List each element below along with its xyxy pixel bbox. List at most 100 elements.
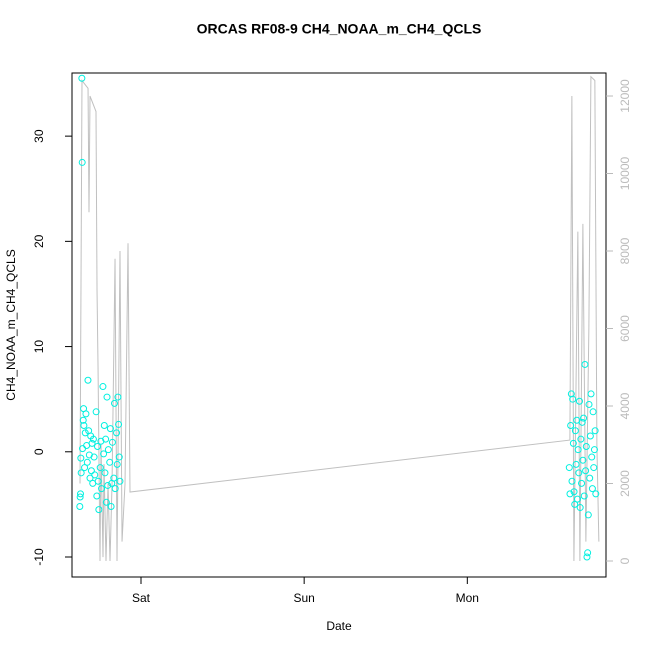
data-point: [587, 390, 595, 398]
data-point: [102, 498, 110, 506]
data-point: [565, 464, 573, 472]
data-point: [588, 453, 596, 461]
data-point: [82, 410, 90, 418]
data-point: [100, 450, 108, 458]
data-point: [578, 418, 586, 426]
data-point: [583, 553, 591, 561]
data-point: [83, 458, 91, 466]
data-point: [569, 395, 577, 403]
data-point: [591, 427, 599, 435]
data-point: [567, 421, 575, 429]
data-point: [592, 490, 600, 498]
data-point: [575, 469, 583, 477]
data-point: [86, 474, 94, 482]
data-point: [107, 503, 115, 511]
x-tick-label: Sun: [293, 591, 314, 605]
data-point: [110, 474, 118, 482]
x-tick-label: Sat: [132, 591, 151, 605]
data-point: [582, 443, 590, 451]
data-point: [76, 493, 84, 501]
data-point: [580, 492, 588, 500]
data-point: [566, 490, 574, 498]
data-point: [116, 477, 124, 485]
data-point: [108, 438, 116, 446]
data-point: [101, 469, 109, 477]
x-axis-label: Date: [326, 619, 352, 633]
data-point: [79, 416, 87, 424]
data-point: [572, 460, 580, 468]
data-point: [106, 425, 114, 433]
data-point: [578, 479, 586, 487]
data-point: [90, 453, 98, 461]
y2-tick-label: 4000: [618, 392, 632, 419]
data-point: [98, 485, 106, 493]
data-point: [78, 158, 86, 166]
plot-frame: [71, 72, 607, 578]
data-point: [103, 393, 111, 401]
data-point: [92, 408, 100, 416]
data-point: [571, 427, 579, 435]
data-point: [570, 488, 578, 496]
data-point: [114, 393, 122, 401]
data-point: [80, 421, 88, 429]
data-point: [77, 469, 85, 477]
data-point: [579, 456, 587, 464]
data-point: [93, 492, 101, 500]
data-point: [115, 420, 123, 428]
data-point: [589, 408, 597, 416]
data-point: [586, 432, 594, 440]
data-point: [81, 429, 89, 437]
y-tick-label: 20: [32, 234, 46, 248]
chart-title: ORCAS RF08-9 CH4_NOAA_m_CH4_QCLS: [197, 21, 482, 37]
data-point: [102, 435, 110, 443]
altitude-line: [79, 75, 600, 562]
data-point: [99, 383, 107, 391]
data-point: [588, 485, 596, 493]
data-point: [78, 74, 86, 82]
data-point: [581, 360, 589, 368]
y2-tick-label: 6000: [618, 315, 632, 342]
data-point: [576, 504, 584, 512]
y-tick-label: 10: [32, 340, 46, 354]
data-point: [582, 467, 590, 475]
y-axis-label: CH4_NOAA_m_CH4_QCLS: [4, 249, 18, 400]
data-point: [104, 446, 112, 454]
x-tick-label: Mon: [456, 591, 479, 605]
data-point: [94, 477, 102, 485]
data-point: [77, 454, 85, 462]
y2-tick-label: 0: [618, 557, 632, 564]
data-point: [110, 399, 118, 407]
data-point: [569, 439, 577, 447]
data-point: [96, 464, 104, 472]
data-point: [580, 414, 588, 422]
data-point: [590, 464, 598, 472]
y2-tick-label: 8000: [618, 237, 632, 264]
y-tick-label: -10: [32, 548, 46, 566]
data-point: [91, 471, 99, 479]
data-point: [100, 421, 108, 429]
data-point: [88, 439, 96, 447]
y-tick-label: 30: [32, 129, 46, 143]
data-point: [574, 446, 582, 454]
data-point: [95, 506, 103, 514]
data-point: [113, 460, 121, 468]
data-point: [106, 458, 114, 466]
data-point: [89, 435, 97, 443]
y2-tick-label: 10000: [618, 157, 632, 191]
data-point: [584, 549, 592, 557]
data-point: [87, 467, 95, 475]
y2-tick-label: 12000: [618, 79, 632, 113]
data-point: [104, 481, 112, 489]
data-point: [571, 500, 579, 508]
y-tick-label: 0: [32, 448, 46, 455]
data-point: [81, 464, 89, 472]
data-point: [585, 400, 593, 408]
data-point: [577, 435, 585, 443]
data-point: [575, 397, 583, 405]
data-point: [113, 429, 121, 437]
data-point: [584, 511, 592, 519]
data-point: [84, 376, 92, 384]
data-point: [76, 490, 84, 498]
